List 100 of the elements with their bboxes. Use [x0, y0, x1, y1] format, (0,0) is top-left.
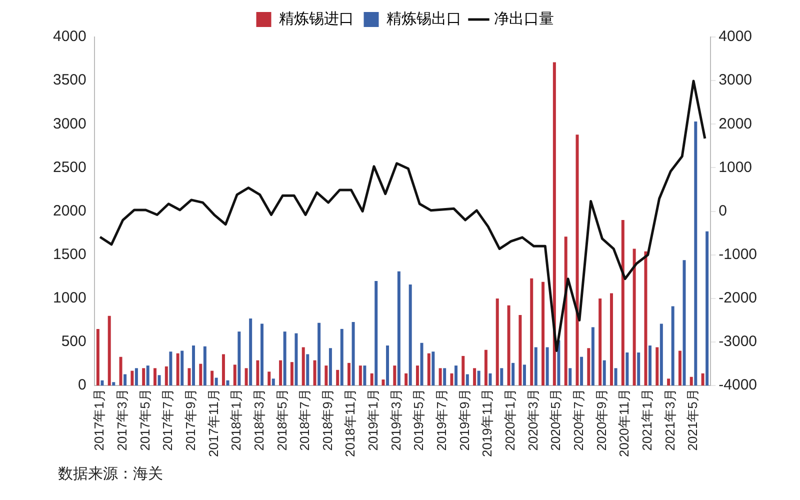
bar: [598, 298, 602, 386]
bar: [580, 356, 584, 386]
y-tick-label: 1000: [52, 290, 86, 307]
x-tick-label: 2018年1月: [228, 388, 244, 451]
bar: [667, 378, 670, 386]
x-tick-label: 2018年7月: [297, 388, 312, 451]
bar: [466, 374, 469, 386]
x-tick-label: 2018年9月: [320, 388, 335, 451]
bar: [626, 352, 629, 386]
bar: [272, 378, 275, 386]
bar: [313, 360, 316, 386]
bar: [576, 134, 579, 386]
bar: [279, 360, 282, 386]
legend-label: 精炼锡出口: [386, 10, 462, 28]
bar: [203, 346, 206, 386]
bar: [146, 366, 150, 386]
source-note: 数据来源：海关: [58, 466, 163, 483]
bar: [348, 362, 351, 386]
x-tick-label: 2021年3月: [662, 388, 678, 451]
bar: [546, 347, 549, 386]
y-tick-label: 3000: [52, 115, 86, 132]
bar: [522, 364, 526, 386]
y2-tick-label: 1000: [718, 158, 752, 176]
bar: [542, 282, 545, 386]
bar: [238, 332, 241, 386]
bar: [214, 378, 218, 386]
bar: [568, 368, 572, 386]
bar: [507, 305, 510, 386]
bar: [112, 382, 116, 386]
y-tick-label: 3500: [52, 72, 86, 89]
legend-label: 净出口量: [494, 10, 554, 28]
x-tick-label: 2017年1月: [92, 388, 107, 451]
bar: [656, 347, 659, 386]
bar: [294, 333, 298, 386]
bar: [432, 352, 435, 386]
x-tick-label: 2019年3月: [388, 388, 404, 451]
bar: [484, 350, 488, 386]
bar: [602, 360, 606, 386]
bar: [660, 324, 663, 386]
bar: [124, 374, 127, 386]
bar: [637, 352, 640, 386]
x-tick-label: 2019年9月: [456, 388, 472, 451]
bar: [233, 364, 236, 386]
bar: [268, 372, 271, 386]
bar: [324, 366, 328, 386]
bar: [500, 368, 504, 386]
y2-tick-label: -2000: [718, 290, 758, 307]
bar: [420, 342, 424, 386]
bar: [518, 314, 522, 386]
bar: [462, 356, 465, 386]
bar: [671, 306, 674, 386]
bar: [290, 362, 294, 386]
bar: [614, 368, 618, 386]
x-tick-label: 2017年9月: [182, 388, 198, 451]
x-tick-label: 2020年5月: [548, 388, 564, 451]
bar: [260, 324, 264, 386]
bar: [249, 318, 252, 386]
bar: [512, 362, 515, 386]
bar: [438, 368, 442, 386]
bar: [302, 347, 305, 386]
bar: [142, 368, 146, 386]
bar: [283, 332, 286, 386]
bar: [648, 346, 652, 386]
bar: [416, 366, 419, 386]
y2-tick-label: 3000: [718, 72, 752, 89]
bar: [587, 348, 590, 386]
bar: [158, 375, 161, 386]
y2-tick-label: -4000: [718, 376, 758, 394]
bar: [530, 278, 534, 386]
bar: [473, 368, 476, 386]
y2-tick-label: 0: [718, 202, 727, 220]
bar: [701, 373, 704, 386]
bar: [496, 298, 499, 386]
x-tick-label: 2019年1月: [366, 388, 381, 451]
x-tick-label: 2020年9月: [594, 388, 609, 451]
bar: [154, 368, 156, 386]
bar: [100, 380, 104, 386]
bar: [244, 368, 248, 386]
x-tick-label: 2018年5月: [274, 388, 290, 451]
bar: [306, 354, 310, 386]
x-tick-label: 2020年3月: [525, 388, 540, 451]
y-tick-label: 2000: [52, 202, 86, 220]
bar: [454, 366, 458, 386]
bar: [328, 348, 332, 386]
bar: [374, 281, 378, 386]
x-tick-label: 2019年5月: [411, 388, 426, 451]
bar: [450, 373, 454, 386]
y2-tick-label: -1000: [718, 246, 758, 264]
bar: [678, 350, 682, 386]
bar: [363, 366, 366, 386]
bar: [119, 356, 122, 386]
x-tick-label: 2018年3月: [251, 388, 266, 451]
bar: [370, 373, 374, 386]
bar: [427, 353, 430, 386]
bar: [340, 328, 344, 386]
legend-label: 精炼锡进口: [278, 10, 354, 28]
x-tick-label: 2019年7月: [434, 388, 450, 451]
x-tick-label: 2018年11月: [342, 388, 358, 458]
bar: [386, 346, 390, 386]
x-tick-label: 2019年11月: [480, 388, 495, 458]
